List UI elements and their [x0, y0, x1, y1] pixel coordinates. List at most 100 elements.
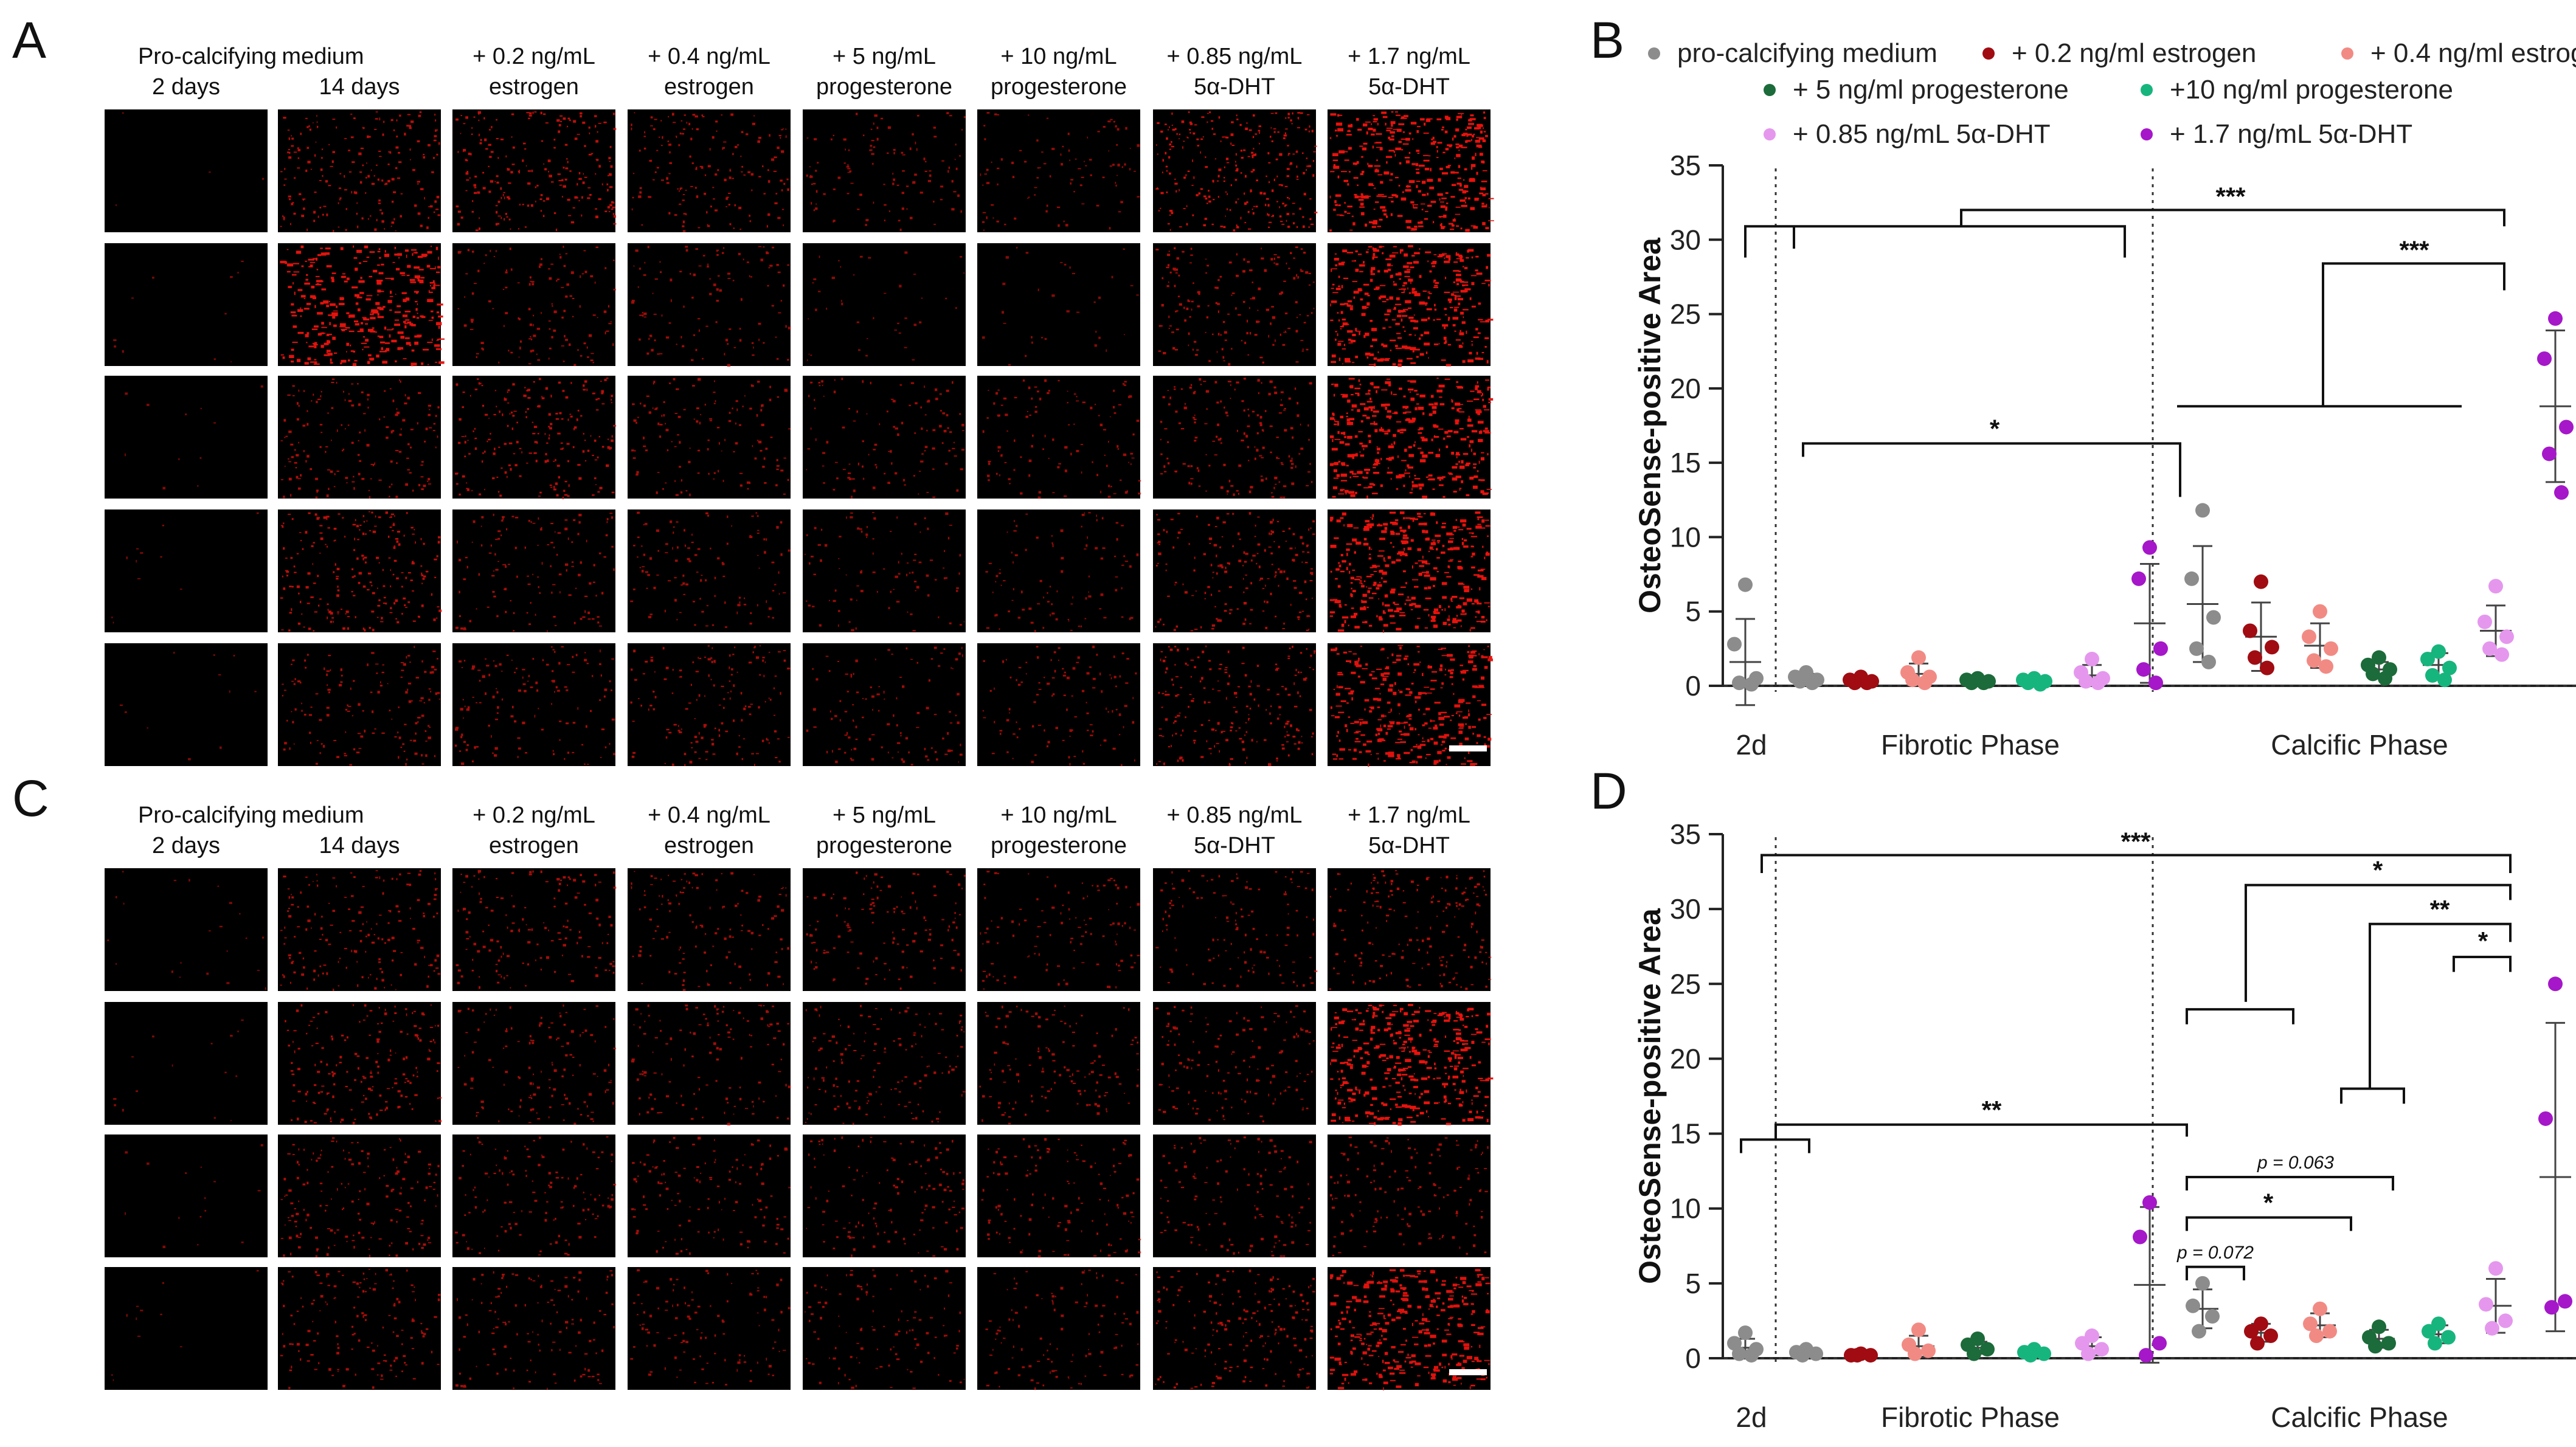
data-point: [1863, 1348, 1878, 1363]
data-group: [1961, 1331, 1995, 1361]
micrograph-background: [1153, 1002, 1316, 1125]
micrograph-background: [1328, 1134, 1491, 1257]
y-tick-label: 10: [1670, 1193, 1701, 1224]
data-point: [1727, 637, 1742, 652]
micrograph-background: [977, 376, 1140, 499]
data-point: [2559, 420, 2574, 435]
legend-label: + 0.2 ng/ml estrogen: [2012, 38, 2256, 68]
micrograph-background: [105, 1267, 268, 1390]
legend-item: + 0.4 ng/ml estrogen: [2341, 38, 2576, 68]
micrograph-tile: [105, 509, 268, 632]
data-group: [1788, 665, 1824, 691]
micrograph-tile: [977, 376, 1141, 499]
micrograph-background: [278, 1267, 441, 1390]
micrograph-tile: [105, 376, 268, 499]
stain-signal: [1329, 378, 1494, 499]
y-axis: 0 5 10 15 20 25 30 35: [1670, 150, 2576, 702]
micrograph-tile: [452, 243, 617, 366]
y-tick-label: 15: [1670, 447, 1701, 478]
data-point: [2260, 660, 2274, 675]
data-point: [2442, 660, 2457, 675]
micrograph-panel-a: A Pro-calcifying medium + 0.2 ng/mL + 0.4 ng…: [12, 12, 1494, 767]
y-tick-label: 0: [1685, 1342, 1701, 1374]
stain-signal: [280, 378, 440, 499]
data-point: [2133, 1229, 2147, 1245]
micrograph-background: [452, 109, 615, 232]
data-point: [2302, 629, 2316, 644]
micrograph-tile: [977, 109, 1140, 232]
y-tick-label: 5: [1685, 1268, 1701, 1299]
micrograph-tile: [105, 1267, 268, 1390]
column-header-line1: + 5 ng/mL: [833, 803, 936, 828]
y-tick-label: 35: [1670, 818, 1701, 850]
data-point: [1921, 1343, 1936, 1358]
data-point: [2368, 1339, 2383, 1354]
data-group: [2538, 976, 2572, 1333]
significance-bracket: [2245, 883, 2512, 1002]
micrograph-background: [1328, 868, 1491, 991]
data-point: [1795, 1348, 1810, 1363]
micrograph-background: [278, 243, 441, 366]
data-point: [2037, 1346, 2051, 1361]
micrograph-background: [278, 1134, 441, 1257]
micrograph-background: [803, 868, 966, 991]
micrograph-background: [105, 376, 268, 499]
data-point: [2537, 351, 2552, 366]
data-point: [1908, 1346, 1922, 1361]
column-header-line1: medium: [282, 803, 364, 828]
significance-label: *: [1990, 414, 2000, 443]
micrograph-tile: [452, 643, 615, 766]
data-point: [1744, 677, 1759, 692]
micrograph-background: [628, 243, 791, 366]
x-label-calcific-phase: Calcific Phase: [2271, 1401, 2448, 1433]
significance-label: **: [2430, 895, 2450, 924]
column-header-line1: Pro-calcifying: [138, 44, 277, 69]
significance-bracket: [2340, 1087, 2405, 1104]
column-header-line1: Pro-calcifying: [138, 803, 277, 828]
micrograph-tile: [628, 243, 791, 367]
data-point: [2142, 1195, 2157, 1210]
stain-signal: [455, 378, 617, 500]
data-point: [2542, 446, 2557, 461]
data-point: [2131, 571, 2146, 586]
micrograph-tile: [1328, 868, 1492, 991]
data-point: [2303, 1316, 2318, 1331]
y-tick-label: 15: [1670, 1118, 1701, 1150]
micrograph-tile: [1328, 1002, 1494, 1126]
y-tick-label: 5: [1685, 596, 1701, 627]
data-point: [1911, 1322, 1926, 1338]
micrograph-background: [1153, 243, 1316, 366]
micrograph-tile: [1153, 1134, 1316, 1257]
column-header-line1: + 10 ng/mL: [1000, 44, 1117, 69]
column-header-line2: progesterone: [816, 74, 952, 100]
data-group: [2303, 1301, 2337, 1344]
significance-bracket: [2369, 922, 2512, 1089]
micrograph-tile: [977, 868, 1140, 991]
data-point: [2437, 672, 2452, 688]
data-point: [2033, 677, 2048, 692]
stain-signal: [1155, 870, 1318, 987]
y-axis-title: OsteoSense-positive Area: [1633, 237, 1667, 613]
data-point: [2023, 1348, 2038, 1363]
chart-panel-d: D 0 5 10 15 20 25 30 35 OsteoSense-positive Area 2…: [1590, 762, 2576, 1433]
column-header-line2: 5α-DHT: [1194, 74, 1275, 100]
micrograph-tile: [452, 1267, 615, 1390]
micrograph-background: [105, 109, 268, 232]
micrograph-background: [1153, 1134, 1316, 1257]
micrograph-tile: [628, 868, 791, 991]
stain-signal: [1160, 1136, 1312, 1257]
x-label-fibrotic-phase: Fibrotic Phase: [1881, 1401, 2060, 1433]
micrograph-background: [977, 1002, 1140, 1125]
data-point: [2477, 614, 2492, 629]
micrograph-background: [977, 509, 1140, 632]
column-header-line2: progesterone: [991, 833, 1127, 858]
data-group: [2244, 1316, 2278, 1351]
data-point: [1905, 672, 1920, 688]
scale-bar: [1449, 1369, 1487, 1375]
micrograph-background: [1153, 109, 1316, 232]
micrograph-background: [803, 109, 966, 232]
micrograph-tile: [803, 643, 966, 766]
legend-item: pro-calcifying medium: [1648, 38, 1937, 68]
column-header-line2: 14 days: [319, 833, 400, 858]
data-point: [2192, 1324, 2206, 1339]
